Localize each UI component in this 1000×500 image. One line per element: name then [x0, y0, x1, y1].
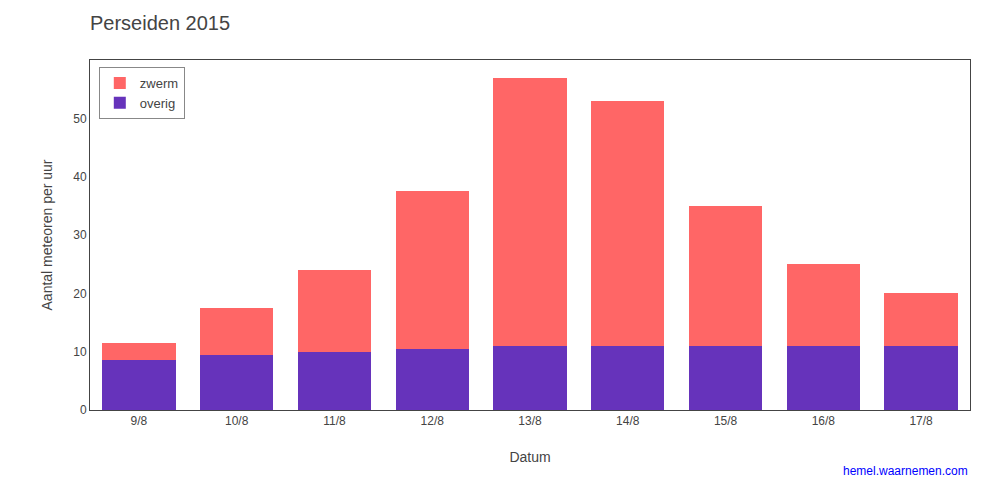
- svg-text:20: 20: [73, 287, 87, 301]
- svg-text:hemel.waarnemen.com: hemel.waarnemen.com: [843, 464, 968, 478]
- svg-text:Datum: Datum: [509, 449, 550, 465]
- svg-text:15/8: 15/8: [714, 414, 738, 428]
- svg-text:11/8: 11/8: [323, 414, 346, 428]
- svg-text:13/8: 13/8: [518, 414, 542, 428]
- svg-text:40: 40: [73, 170, 87, 184]
- svg-text:Aantal meteoren per uur: Aantal meteoren per uur: [39, 159, 55, 310]
- svg-text:overig: overig: [140, 96, 175, 111]
- svg-text:10/8: 10/8: [225, 414, 249, 428]
- svg-text:Perseiden 2015: Perseiden 2015: [90, 12, 230, 34]
- svg-text:16/8: 16/8: [812, 414, 836, 428]
- svg-text:30: 30: [73, 228, 87, 242]
- svg-text:9/8: 9/8: [131, 414, 148, 428]
- svg-text:0: 0: [80, 403, 87, 417]
- svg-text:17/8: 17/8: [909, 414, 933, 428]
- svg-text:14/8: 14/8: [616, 414, 640, 428]
- svg-text:zwerm: zwerm: [140, 76, 178, 91]
- svg-text:12/8: 12/8: [421, 414, 445, 428]
- svg-text:50: 50: [73, 112, 87, 126]
- svg-text:10: 10: [73, 345, 87, 359]
